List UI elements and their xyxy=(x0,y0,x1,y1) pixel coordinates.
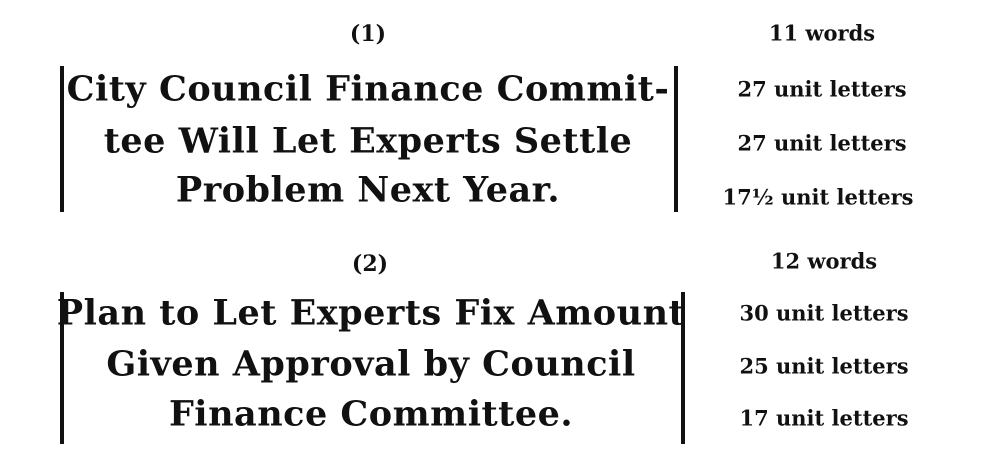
line-count: 17½ unit letters xyxy=(722,184,914,210)
headline-line: City Council Finance Commit- xyxy=(66,68,670,110)
headline-line: Finance Committee. xyxy=(168,393,574,435)
line-count: 30 unit letters xyxy=(739,300,909,326)
example-label: (1) xyxy=(349,21,387,47)
left-rule xyxy=(60,292,64,444)
word-count: 11 words xyxy=(768,20,876,46)
headline-line: Given Approval by Council xyxy=(106,343,636,385)
example-label: (2) xyxy=(351,251,389,277)
headline-line: Plan to Let Experts Fix Amount xyxy=(56,292,686,334)
line-count: 17 unit letters xyxy=(739,405,909,431)
right-rule xyxy=(674,66,678,212)
line-count: 27 unit letters xyxy=(737,130,907,156)
right-rule xyxy=(681,292,685,444)
left-rule xyxy=(60,66,64,212)
headline-line: tee Will Let Experts Settle xyxy=(103,120,633,162)
line-count: 25 unit letters xyxy=(739,353,909,379)
line-count: 27 unit letters xyxy=(737,76,907,102)
headline-line: Problem Next Year. xyxy=(175,169,561,211)
word-count: 12 words xyxy=(770,248,878,274)
